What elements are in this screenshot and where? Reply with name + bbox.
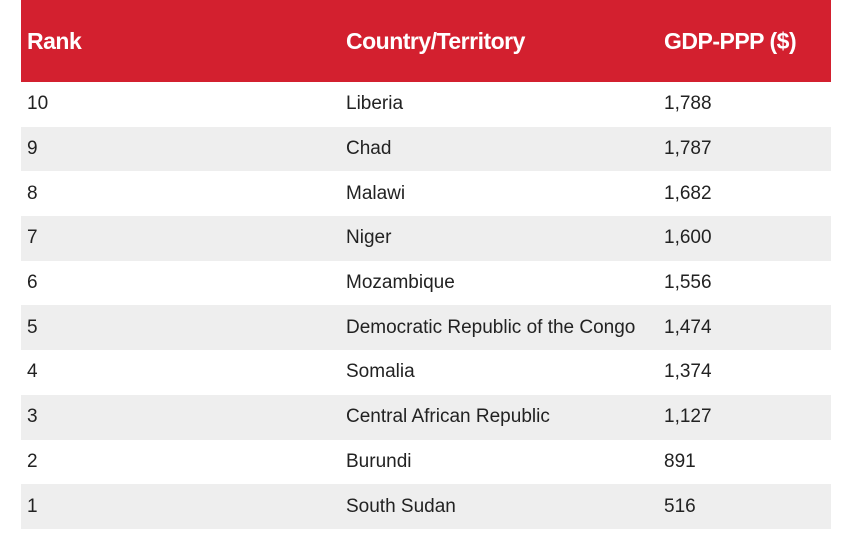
cell-gdp: 891 — [664, 450, 696, 472]
cell-country: Niger — [346, 227, 392, 249]
table-row: 1 South Sudan 516 — [21, 484, 831, 529]
cell-country: Democratic Republic of the Congo — [346, 316, 636, 338]
table-row: 3 Central African Republic 1,127 — [21, 394, 831, 440]
cell-rank: 4 — [27, 361, 38, 383]
cell-country: Mozambique — [346, 272, 455, 294]
table-row: 7 Niger 1,600 — [21, 216, 831, 261]
cell-rank: 6 — [27, 272, 38, 294]
cell-country: Central African Republic — [346, 406, 550, 428]
cell-gdp: 1,600 — [664, 227, 712, 249]
cell-rank: 1 — [27, 495, 38, 517]
cell-gdp: 1,374 — [664, 361, 712, 383]
table-row: 5 Democratic Republic of the Congo 1,474 — [21, 305, 831, 351]
cell-gdp: 1,788 — [664, 93, 712, 115]
header-rank[interactable]: Rank — [27, 27, 82, 54]
cell-country: Malawi — [346, 182, 406, 204]
cell-rank: 3 — [27, 406, 38, 428]
cell-country: Burundi — [346, 450, 412, 472]
cell-country: South Sudan — [346, 495, 456, 517]
header-gdp[interactable]: GDP-PPP ($) — [664, 27, 797, 54]
cell-rank: 10 — [27, 93, 49, 115]
header-country[interactable]: Country/Territory — [346, 27, 525, 54]
cell-rank: 7 — [27, 227, 38, 249]
table-row: 6 Mozambique 1,556 — [21, 261, 831, 306]
cell-rank: 2 — [27, 450, 38, 472]
table-row: 8 Malawi 1,682 — [21, 171, 831, 216]
cell-gdp: 1,556 — [664, 272, 712, 294]
cell-rank: 8 — [27, 182, 38, 204]
cell-rank: 9 — [27, 138, 38, 160]
table-row: 4 Somalia 1,374 — [21, 350, 831, 395]
cell-country: Chad — [346, 138, 392, 160]
table-row: 10 Liberia 1,788 — [21, 82, 831, 127]
cell-gdp: 1,127 — [664, 406, 712, 428]
cell-gdp: 1,474 — [664, 316, 712, 338]
cell-gdp: 1,682 — [664, 182, 712, 204]
cell-gdp: 516 — [664, 495, 696, 517]
cell-gdp: 1,787 — [664, 138, 712, 160]
cell-country: Somalia — [346, 361, 415, 383]
table-header: Rank Country/Territory GDP-PPP ($) — [21, 0, 831, 82]
table-row: 2 Burundi 891 — [21, 440, 831, 485]
cell-rank: 5 — [27, 316, 38, 338]
cell-country: Liberia — [346, 93, 404, 115]
table-row: 9 Chad 1,787 — [21, 126, 831, 172]
gdp-table: Rank Country/Territory GDP-PPP ($) 10 Li… — [21, 0, 831, 529]
